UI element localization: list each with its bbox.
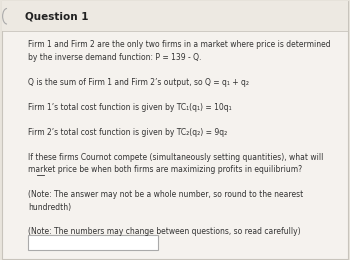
Text: Firm 1 and Firm 2 are the only two firms in a market where price is determined: Firm 1 and Firm 2 are the only two firms… (28, 40, 331, 49)
Text: hundredth): hundredth) (28, 203, 71, 212)
Text: Firm 2’s total cost function is given by TC₂(q₂) = 9q₂: Firm 2’s total cost function is given by… (28, 128, 227, 137)
Text: Q is the sum of Firm 1 and Firm 2’s output, so Q = q₁ + q₂: Q is the sum of Firm 1 and Firm 2’s outp… (28, 78, 249, 87)
Text: Firm 1’s total cost function is given by TC₁(q₁) = 10q₁: Firm 1’s total cost function is given by… (28, 103, 232, 112)
FancyBboxPatch shape (28, 235, 158, 250)
Text: Question 1: Question 1 (25, 11, 88, 21)
Bar (2, 1, 348, 31)
Text: (Note: The answer may not be a whole number, so round to the nearest: (Note: The answer may not be a whole num… (28, 190, 303, 199)
Text: (Note: The numbers may change between questions, so read carefully): (Note: The numbers may change between qu… (28, 228, 301, 237)
Text: If these firms Cournot compete (simultaneously setting quantities), what will: If these firms Cournot compete (simultan… (28, 153, 323, 162)
Text: by the inverse demand function: P = 139 - Q.: by the inverse demand function: P = 139 … (28, 53, 201, 62)
Text: market price be when both firms are maximizing profits in equilibrium?: market price be when both firms are maxi… (28, 165, 302, 174)
